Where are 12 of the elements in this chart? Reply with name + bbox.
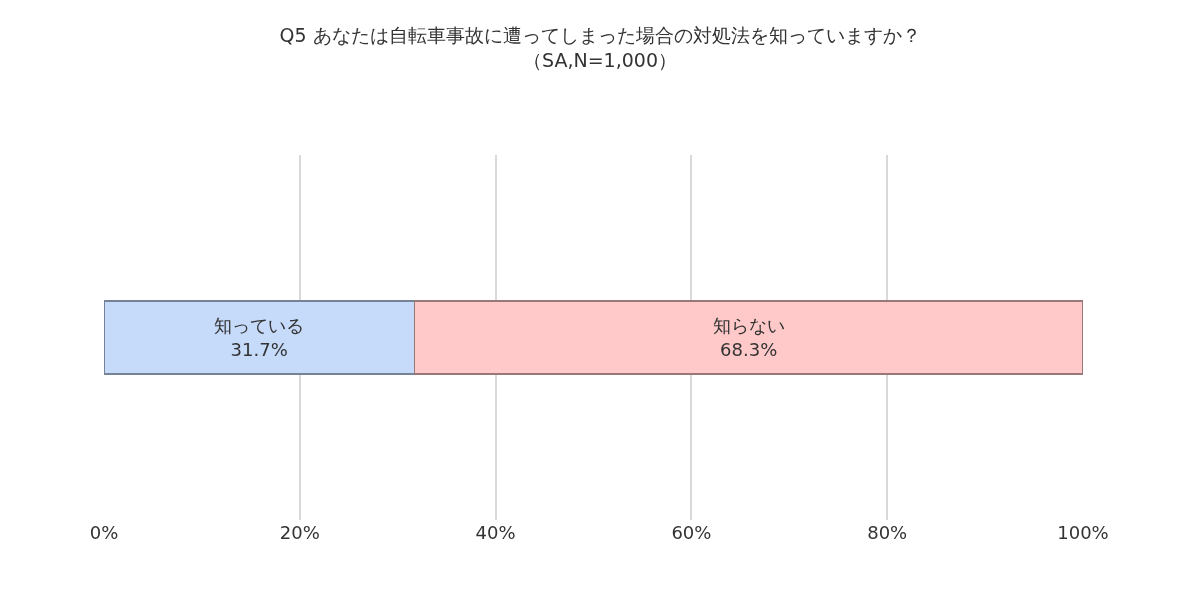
series-label: 知っている [214, 315, 305, 337]
chart-subtitle: （SA,N=1,000） [523, 48, 677, 71]
data-label: 68.3% [720, 338, 778, 360]
x-tick-label: 0% [89, 522, 119, 543]
data-label: 31.7% [230, 338, 288, 360]
x-tick-label: 100% [1057, 522, 1109, 543]
chart-title: Q5 あなたは自転車事故に遭ってしまった場合の対処法を知っていますか？ [279, 24, 921, 46]
series-label: 知らない [712, 315, 785, 337]
x-tick-label: 60% [671, 522, 712, 543]
x-tick-label: 20% [279, 522, 320, 543]
x-tick-label: 40% [475, 522, 516, 543]
x-tick-label: 80% [867, 522, 908, 543]
